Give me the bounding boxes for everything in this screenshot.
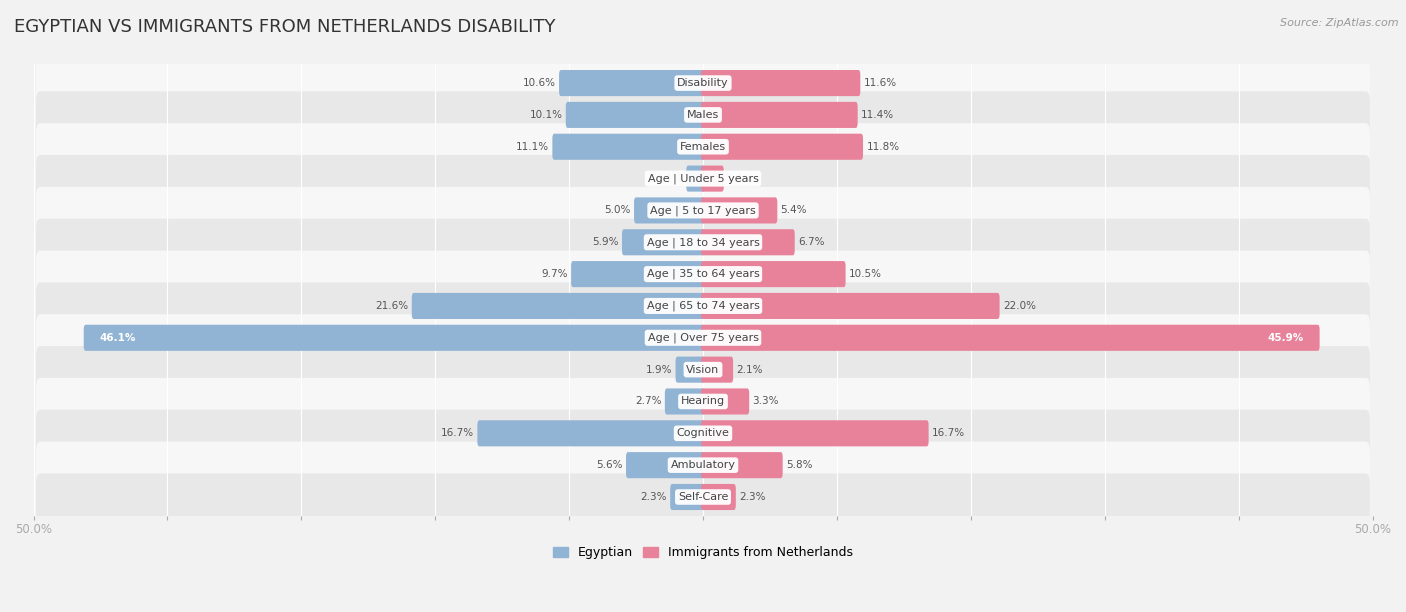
Text: Age | 35 to 64 years: Age | 35 to 64 years [647,269,759,279]
Text: 2.7%: 2.7% [636,397,661,406]
FancyBboxPatch shape [565,102,704,128]
Text: Ambulatory: Ambulatory [671,460,735,470]
FancyBboxPatch shape [702,357,733,382]
Text: 11.1%: 11.1% [516,142,548,152]
FancyBboxPatch shape [621,230,704,255]
FancyBboxPatch shape [37,314,1369,361]
FancyBboxPatch shape [478,420,704,446]
FancyBboxPatch shape [702,261,845,287]
FancyBboxPatch shape [37,378,1369,425]
Text: Self-Care: Self-Care [678,492,728,502]
Text: 2.1%: 2.1% [737,365,763,375]
FancyBboxPatch shape [37,250,1369,297]
Text: 16.7%: 16.7% [932,428,965,438]
FancyBboxPatch shape [37,187,1369,234]
Text: EGYPTIAN VS IMMIGRANTS FROM NETHERLANDS DISABILITY: EGYPTIAN VS IMMIGRANTS FROM NETHERLANDS … [14,18,555,36]
Text: Females: Females [681,142,725,152]
FancyBboxPatch shape [37,346,1369,393]
FancyBboxPatch shape [626,452,704,478]
Text: 16.7%: 16.7% [441,428,474,438]
Text: 22.0%: 22.0% [1002,301,1036,311]
Legend: Egyptian, Immigrants from Netherlands: Egyptian, Immigrants from Netherlands [548,541,858,564]
Text: Age | Over 75 years: Age | Over 75 years [648,332,758,343]
FancyBboxPatch shape [37,474,1369,521]
Text: 2.3%: 2.3% [640,492,666,502]
FancyBboxPatch shape [37,218,1369,266]
Text: 46.1%: 46.1% [98,333,135,343]
Text: Males: Males [688,110,718,120]
Text: Age | 65 to 74 years: Age | 65 to 74 years [647,300,759,311]
Text: 1.9%: 1.9% [645,365,672,375]
Text: Cognitive: Cognitive [676,428,730,438]
FancyBboxPatch shape [702,198,778,223]
FancyBboxPatch shape [553,133,704,160]
Text: 10.5%: 10.5% [849,269,882,279]
FancyBboxPatch shape [634,198,704,223]
FancyBboxPatch shape [702,420,928,446]
Text: 5.9%: 5.9% [592,237,619,247]
FancyBboxPatch shape [702,484,735,510]
FancyBboxPatch shape [84,325,704,351]
FancyBboxPatch shape [702,452,783,478]
Text: 3.3%: 3.3% [752,397,779,406]
Text: 11.8%: 11.8% [866,142,900,152]
Text: 1.4%: 1.4% [727,174,754,184]
FancyBboxPatch shape [37,410,1369,457]
FancyBboxPatch shape [702,389,749,414]
Text: 1.1%: 1.1% [657,174,683,184]
Text: 11.4%: 11.4% [860,110,894,120]
FancyBboxPatch shape [37,59,1369,106]
Text: Source: ZipAtlas.com: Source: ZipAtlas.com [1281,18,1399,28]
Text: 5.0%: 5.0% [605,206,631,215]
Text: 10.1%: 10.1% [530,110,562,120]
Text: 11.6%: 11.6% [863,78,897,88]
FancyBboxPatch shape [37,123,1369,170]
FancyBboxPatch shape [37,91,1369,138]
FancyBboxPatch shape [37,282,1369,329]
FancyBboxPatch shape [702,70,860,96]
FancyBboxPatch shape [702,133,863,160]
FancyBboxPatch shape [412,293,704,319]
Text: Age | 18 to 34 years: Age | 18 to 34 years [647,237,759,247]
Text: 6.7%: 6.7% [799,237,824,247]
Text: 5.4%: 5.4% [780,206,807,215]
Text: Vision: Vision [686,365,720,375]
FancyBboxPatch shape [37,155,1369,202]
FancyBboxPatch shape [665,389,704,414]
Text: 2.3%: 2.3% [740,492,766,502]
FancyBboxPatch shape [702,230,794,255]
Text: Age | 5 to 17 years: Age | 5 to 17 years [650,205,756,215]
Text: 45.9%: 45.9% [1268,333,1305,343]
Text: 21.6%: 21.6% [375,301,408,311]
Text: 9.7%: 9.7% [541,269,568,279]
Text: Age | Under 5 years: Age | Under 5 years [648,173,758,184]
Text: Disability: Disability [678,78,728,88]
FancyBboxPatch shape [671,484,704,510]
Text: Hearing: Hearing [681,397,725,406]
Text: 10.6%: 10.6% [523,78,555,88]
FancyBboxPatch shape [702,102,858,128]
FancyBboxPatch shape [37,442,1369,489]
FancyBboxPatch shape [560,70,704,96]
FancyBboxPatch shape [702,325,1320,351]
Text: 5.8%: 5.8% [786,460,813,470]
FancyBboxPatch shape [702,293,1000,319]
Text: 5.6%: 5.6% [596,460,623,470]
FancyBboxPatch shape [686,165,704,192]
FancyBboxPatch shape [675,357,704,382]
FancyBboxPatch shape [702,165,724,192]
FancyBboxPatch shape [571,261,704,287]
